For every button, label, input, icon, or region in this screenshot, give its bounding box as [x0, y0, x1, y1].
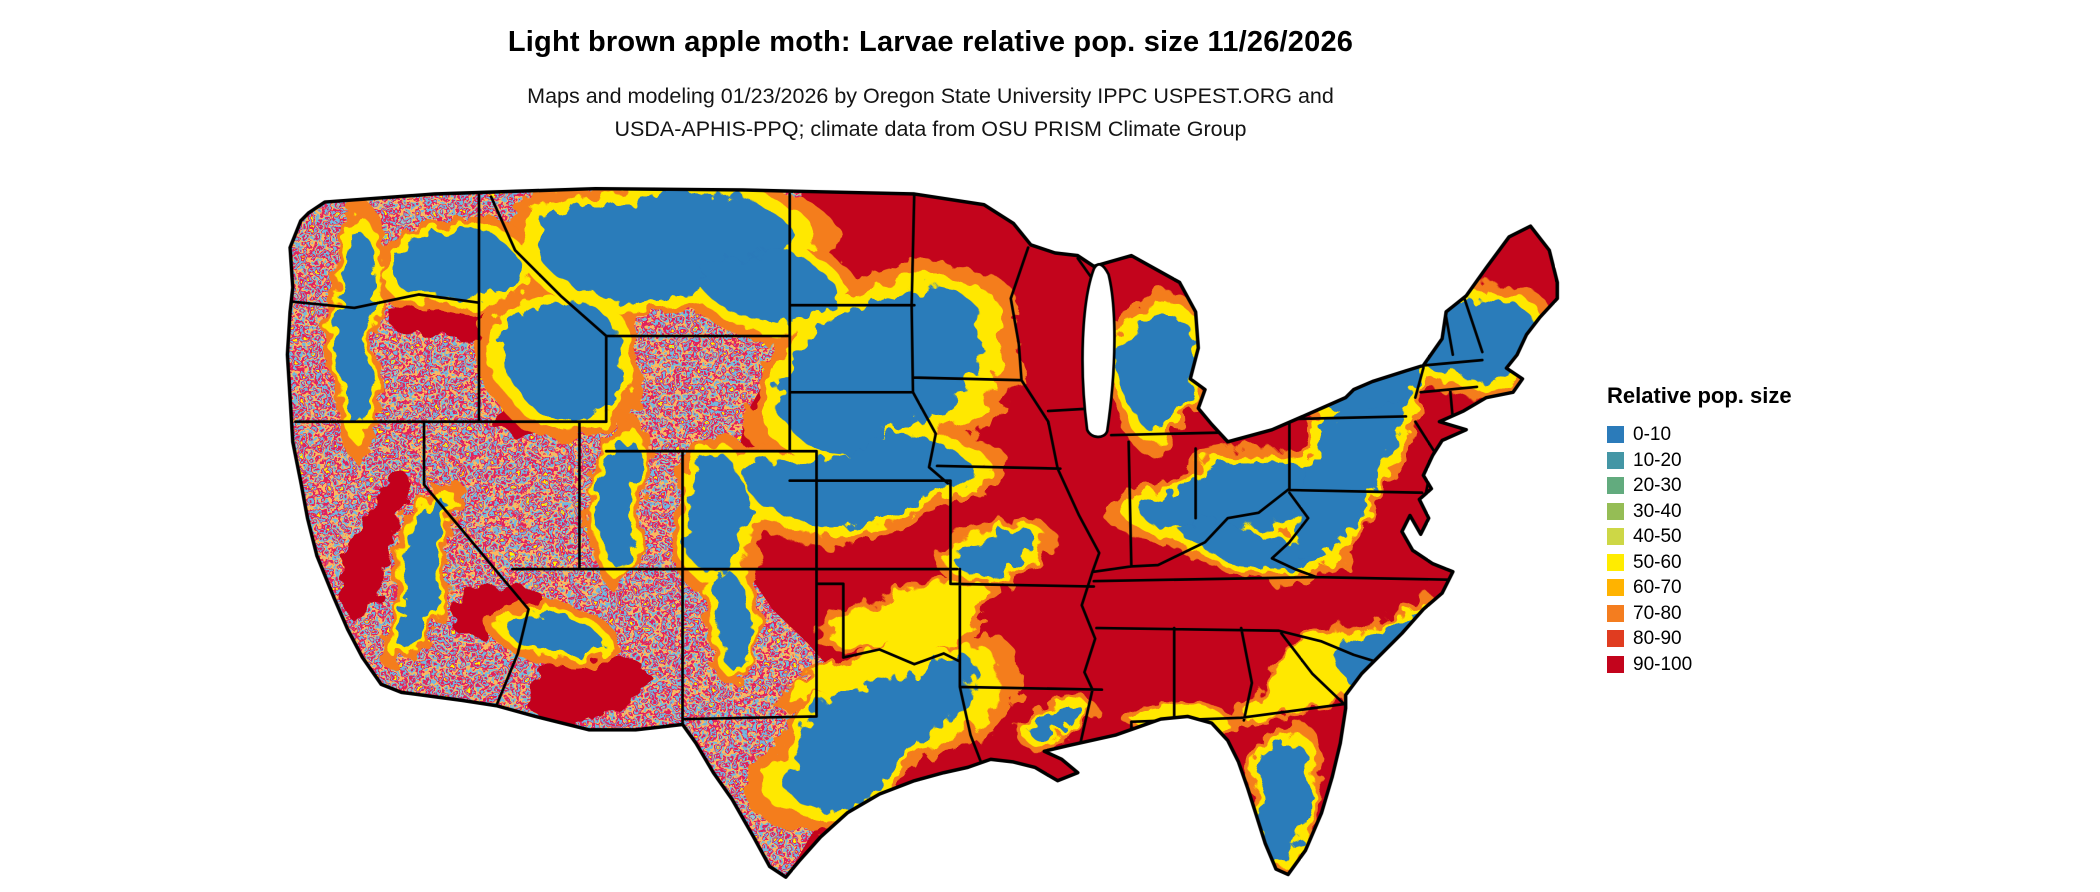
legend-swatch-60-70	[1607, 579, 1624, 597]
legend-swatch-50-60	[1607, 553, 1624, 571]
legend-label: 90-100	[1633, 653, 1693, 675]
map-container	[274, 167, 1560, 884]
legend-row: 90-100	[1607, 652, 1792, 678]
legend-swatch-30-40	[1607, 502, 1624, 520]
legend-swatch-70-80	[1607, 604, 1624, 622]
us-map	[285, 186, 1560, 879]
legend-row: 80-90	[1607, 626, 1792, 652]
legend: Relative pop. size 0-10 10-20 20-30 30-4…	[1607, 383, 1792, 677]
legend-title: Relative pop. size	[1607, 383, 1792, 408]
legend-swatch-10-20	[1607, 451, 1624, 469]
legend-label: 70-80	[1633, 602, 1682, 624]
legend-label: 50-60	[1633, 551, 1682, 573]
legend-row: 10-20	[1607, 448, 1792, 474]
legend-row: 30-40	[1607, 499, 1792, 525]
legend-label: 30-40	[1633, 500, 1682, 522]
legend-swatch-20-30	[1607, 477, 1624, 495]
state-borders	[287, 189, 1484, 774]
legend-row: 40-50	[1607, 524, 1792, 550]
legend-row: 70-80	[1607, 601, 1792, 627]
legend-swatch-40-50	[1607, 528, 1624, 546]
legend-swatch-90-100	[1607, 655, 1624, 673]
page-title: Light brown apple moth: Larvae relative …	[507, 26, 1354, 58]
legend-row: 60-70	[1607, 575, 1792, 601]
legend-row: 20-30	[1607, 473, 1792, 499]
legend-swatch-0-10	[1607, 426, 1624, 444]
legend-label: 0-10	[1633, 424, 1672, 446]
legend-label: 10-20	[1633, 449, 1682, 471]
subtitle-line-1: Maps and modeling 01/23/2026 by Oregon S…	[527, 84, 1334, 108]
legend-label: 80-90	[1633, 628, 1682, 650]
legend-label: 20-30	[1633, 475, 1682, 497]
legend-row: 0-10	[1607, 422, 1792, 448]
legend-label: 60-70	[1633, 577, 1682, 599]
lake-michigan	[1081, 262, 1116, 439]
map-raster	[287, 188, 1558, 878]
legend-swatch-80-90	[1607, 630, 1624, 648]
legend-row: 50-60	[1607, 550, 1792, 576]
subtitle-line-2: USDA-APHIS-PPQ; climate data from OSU PR…	[614, 117, 1247, 141]
legend-label: 40-50	[1633, 526, 1682, 548]
